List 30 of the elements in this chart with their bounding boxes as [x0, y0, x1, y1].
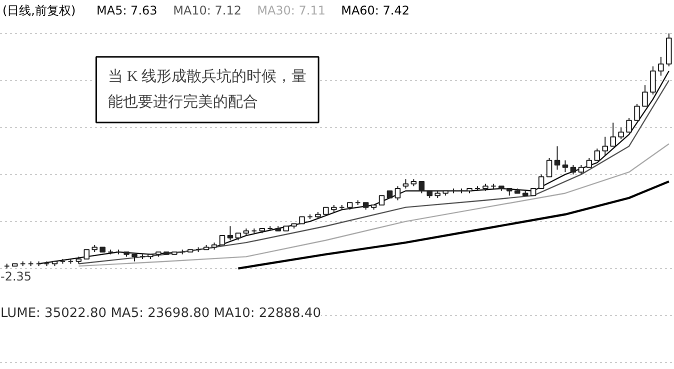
- candlestick: [84, 249, 90, 260]
- text: MA30: 7.11: [257, 4, 326, 18]
- candlestick: [602, 136, 608, 156]
- candlestick: [546, 157, 552, 178]
- candlestick: [538, 174, 544, 190]
- candlestick: [586, 157, 592, 168]
- candlestick: [227, 226, 234, 241]
- candlestick: [618, 126, 624, 140]
- candlestick: [650, 66, 656, 96]
- candlestick: [394, 186, 401, 201]
- annotation: -2.35: [0, 269, 32, 284]
- candlestick: [562, 160, 568, 173]
- candlestick: [642, 84, 648, 107]
- text: MA5: 7.63: [96, 4, 158, 18]
- candlestick: [634, 103, 640, 121]
- candlestick: [219, 235, 226, 246]
- candlestick: [658, 56, 664, 76]
- annotation: 当 K 线形成散兵坑的时候，量能也要进行完美的配合: [108, 68, 307, 111]
- chart-title: (日线,前复权): [2, 4, 76, 18]
- text: MA60: 7.42: [341, 4, 410, 18]
- candlestick: [594, 148, 600, 161]
- text: MA10: 7.12: [173, 4, 242, 18]
- candlestick: [378, 195, 385, 206]
- candlestick: [570, 164, 576, 175]
- text: LUME: 35022.80 MA5: 23698.80 MA10: 22888.40: [0, 306, 321, 322]
- candlestick: [610, 122, 616, 147]
- candlestick: [554, 146, 560, 170]
- candlestick: [418, 180, 425, 194]
- candlestick: [626, 118, 632, 133]
- candlestick: [578, 164, 584, 175]
